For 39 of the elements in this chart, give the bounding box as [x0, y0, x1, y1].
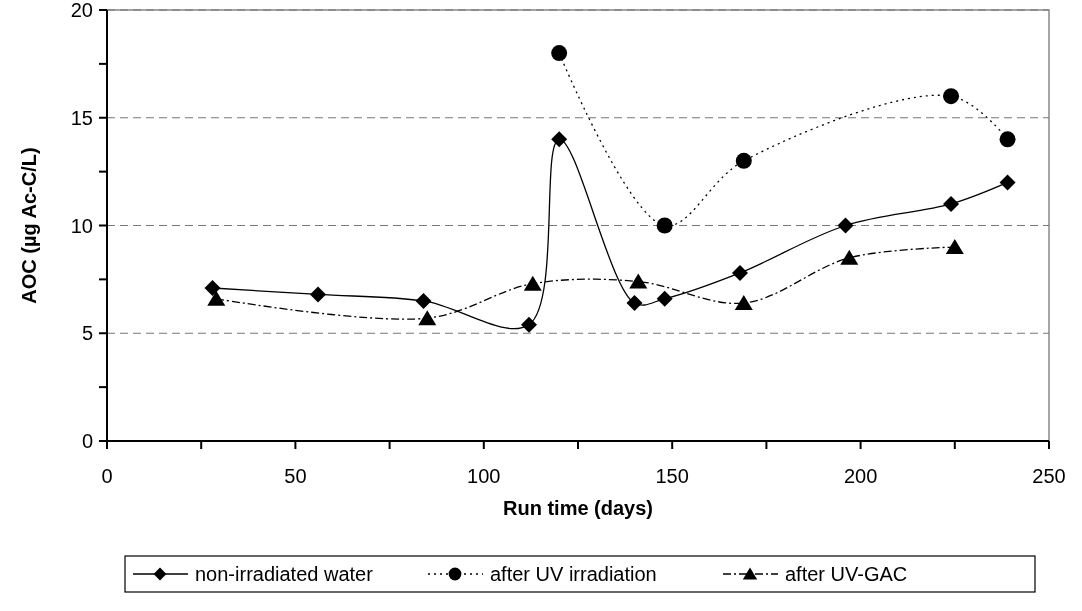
- y-tick-label: 5: [81, 322, 93, 345]
- y-tick-label: 10: [70, 214, 93, 237]
- point: [732, 264, 749, 281]
- point: [551, 131, 568, 148]
- point: [656, 290, 673, 307]
- point: [945, 239, 964, 255]
- y-tick-label: 15: [70, 106, 93, 129]
- point: [943, 88, 960, 105]
- x-axis-title: Run time (days): [502, 497, 654, 519]
- x-tick-label: 0: [101, 465, 113, 487]
- point: [656, 217, 673, 234]
- legend-label: non-irradiated water: [195, 563, 374, 585]
- x-tick-label: 100: [467, 465, 501, 487]
- point: [415, 292, 432, 309]
- point: [551, 45, 568, 62]
- point: [943, 195, 960, 212]
- point: [629, 273, 648, 289]
- point: [626, 295, 643, 312]
- x-tick-label: 50: [284, 465, 307, 487]
- point: [310, 286, 327, 303]
- y-tick-label: 0: [81, 430, 93, 452]
- point: [840, 249, 859, 265]
- point: [734, 295, 753, 311]
- y-tick-label: 20: [70, 0, 93, 21]
- point: [999, 131, 1016, 148]
- x-tick-label: 150: [655, 465, 689, 487]
- y-axis-title: AOC (µg Ac-C/L): [18, 147, 40, 304]
- point: [418, 310, 437, 326]
- legend-label: after UV irradiation: [490, 563, 657, 585]
- point: [207, 290, 226, 306]
- x-tick-label: 250: [1032, 465, 1066, 487]
- point: [521, 316, 538, 333]
- point: [735, 152, 752, 169]
- point: [837, 217, 854, 234]
- point: [523, 275, 542, 291]
- x-tick-label: 200: [843, 465, 878, 487]
- legend-label: after UV-GAC: [785, 563, 908, 585]
- point: [204, 280, 221, 296]
- point: [999, 174, 1016, 191]
